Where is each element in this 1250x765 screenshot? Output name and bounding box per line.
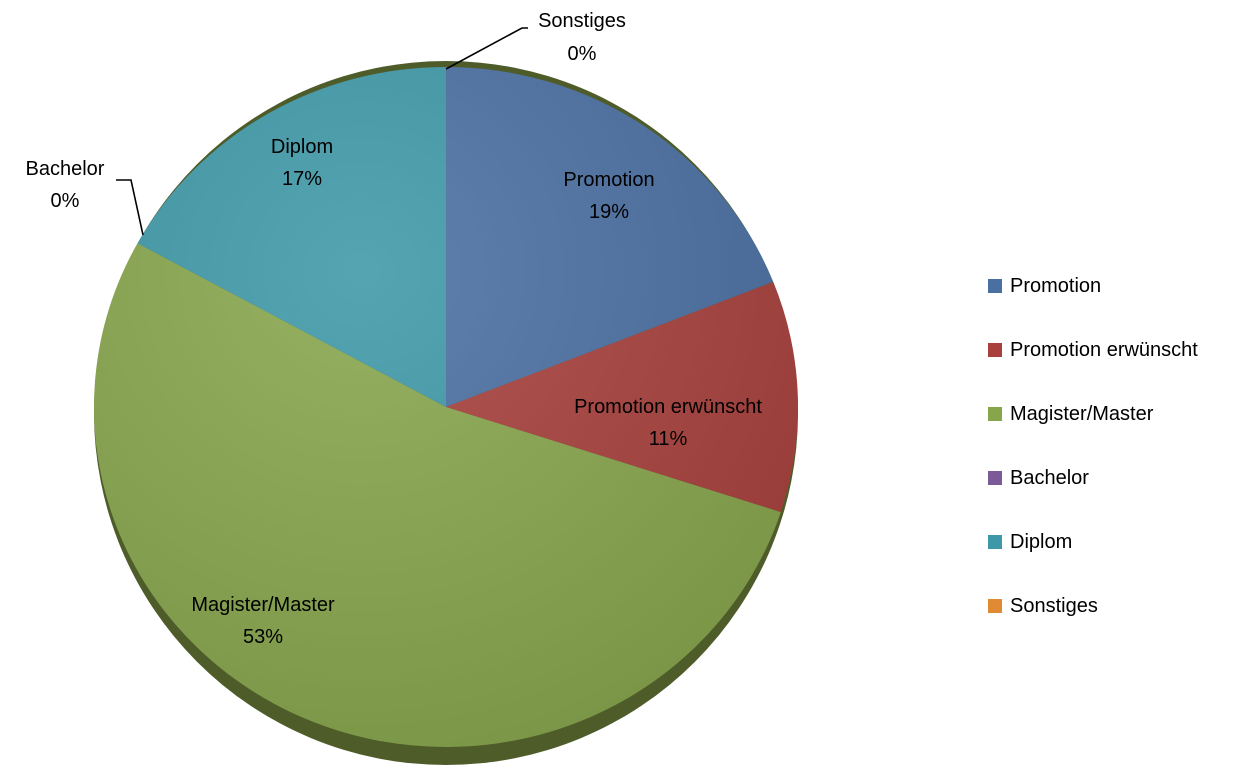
label-name-sonstiges: Sonstiges [538, 10, 626, 32]
legend: Promotion Promotion erwünscht Magister/M… [988, 270, 1198, 654]
legend-label-promotion: Promotion [1010, 274, 1102, 297]
legend-item-promotion: Promotion [988, 270, 1198, 302]
legend-label-bachelor: Bachelor [1010, 466, 1089, 489]
legend-label-diplom: Diplom [1010, 530, 1073, 553]
label-name-diplom: Diplom [271, 136, 333, 158]
legend-item-promotion-erwuenscht: Promotion erwünscht [988, 334, 1198, 366]
legend-label-sonstiges: Sonstiges [1010, 594, 1098, 617]
legend-swatch-promotion [988, 279, 1002, 293]
legend-item-diplom: Diplom [988, 526, 1198, 558]
label-value-sonstiges: 0% [568, 43, 597, 65]
label-value-bachelor: 0% [51, 190, 80, 212]
leader-line-sonstiges [445, 27, 528, 70]
legend-swatch-bachelor [988, 471, 1002, 485]
legend-swatch-promotion-erwuenscht [988, 343, 1002, 357]
label-value-diplom: 17% [282, 168, 322, 190]
leader-line-bachelor [116, 179, 144, 236]
legend-item-bachelor: Bachelor [988, 462, 1198, 494]
label-value-promotion: 19% [589, 201, 629, 223]
legend-item-magister-master: Magister/Master [988, 398, 1198, 430]
legend-swatch-magister-master [988, 407, 1002, 421]
legend-label-promotion-erwuenscht: Promotion erwünscht [1010, 338, 1198, 361]
label-name-promotion: Promotion [563, 169, 654, 191]
legend-item-sonstiges: Sonstiges [988, 590, 1198, 622]
legend-swatch-diplom [988, 535, 1002, 549]
label-name-bachelor: Bachelor [26, 158, 105, 180]
legend-swatch-sonstiges [988, 599, 1002, 613]
label-name-promotion-erwuenscht: Promotion erwünscht [574, 396, 762, 418]
legend-label-magister-master: Magister/Master [1010, 402, 1154, 425]
label-value-promotion-erwuenscht: 11% [649, 428, 688, 450]
label-value-magister-master: 53% [243, 626, 283, 648]
label-name-magister-master: Magister/Master [191, 594, 335, 616]
